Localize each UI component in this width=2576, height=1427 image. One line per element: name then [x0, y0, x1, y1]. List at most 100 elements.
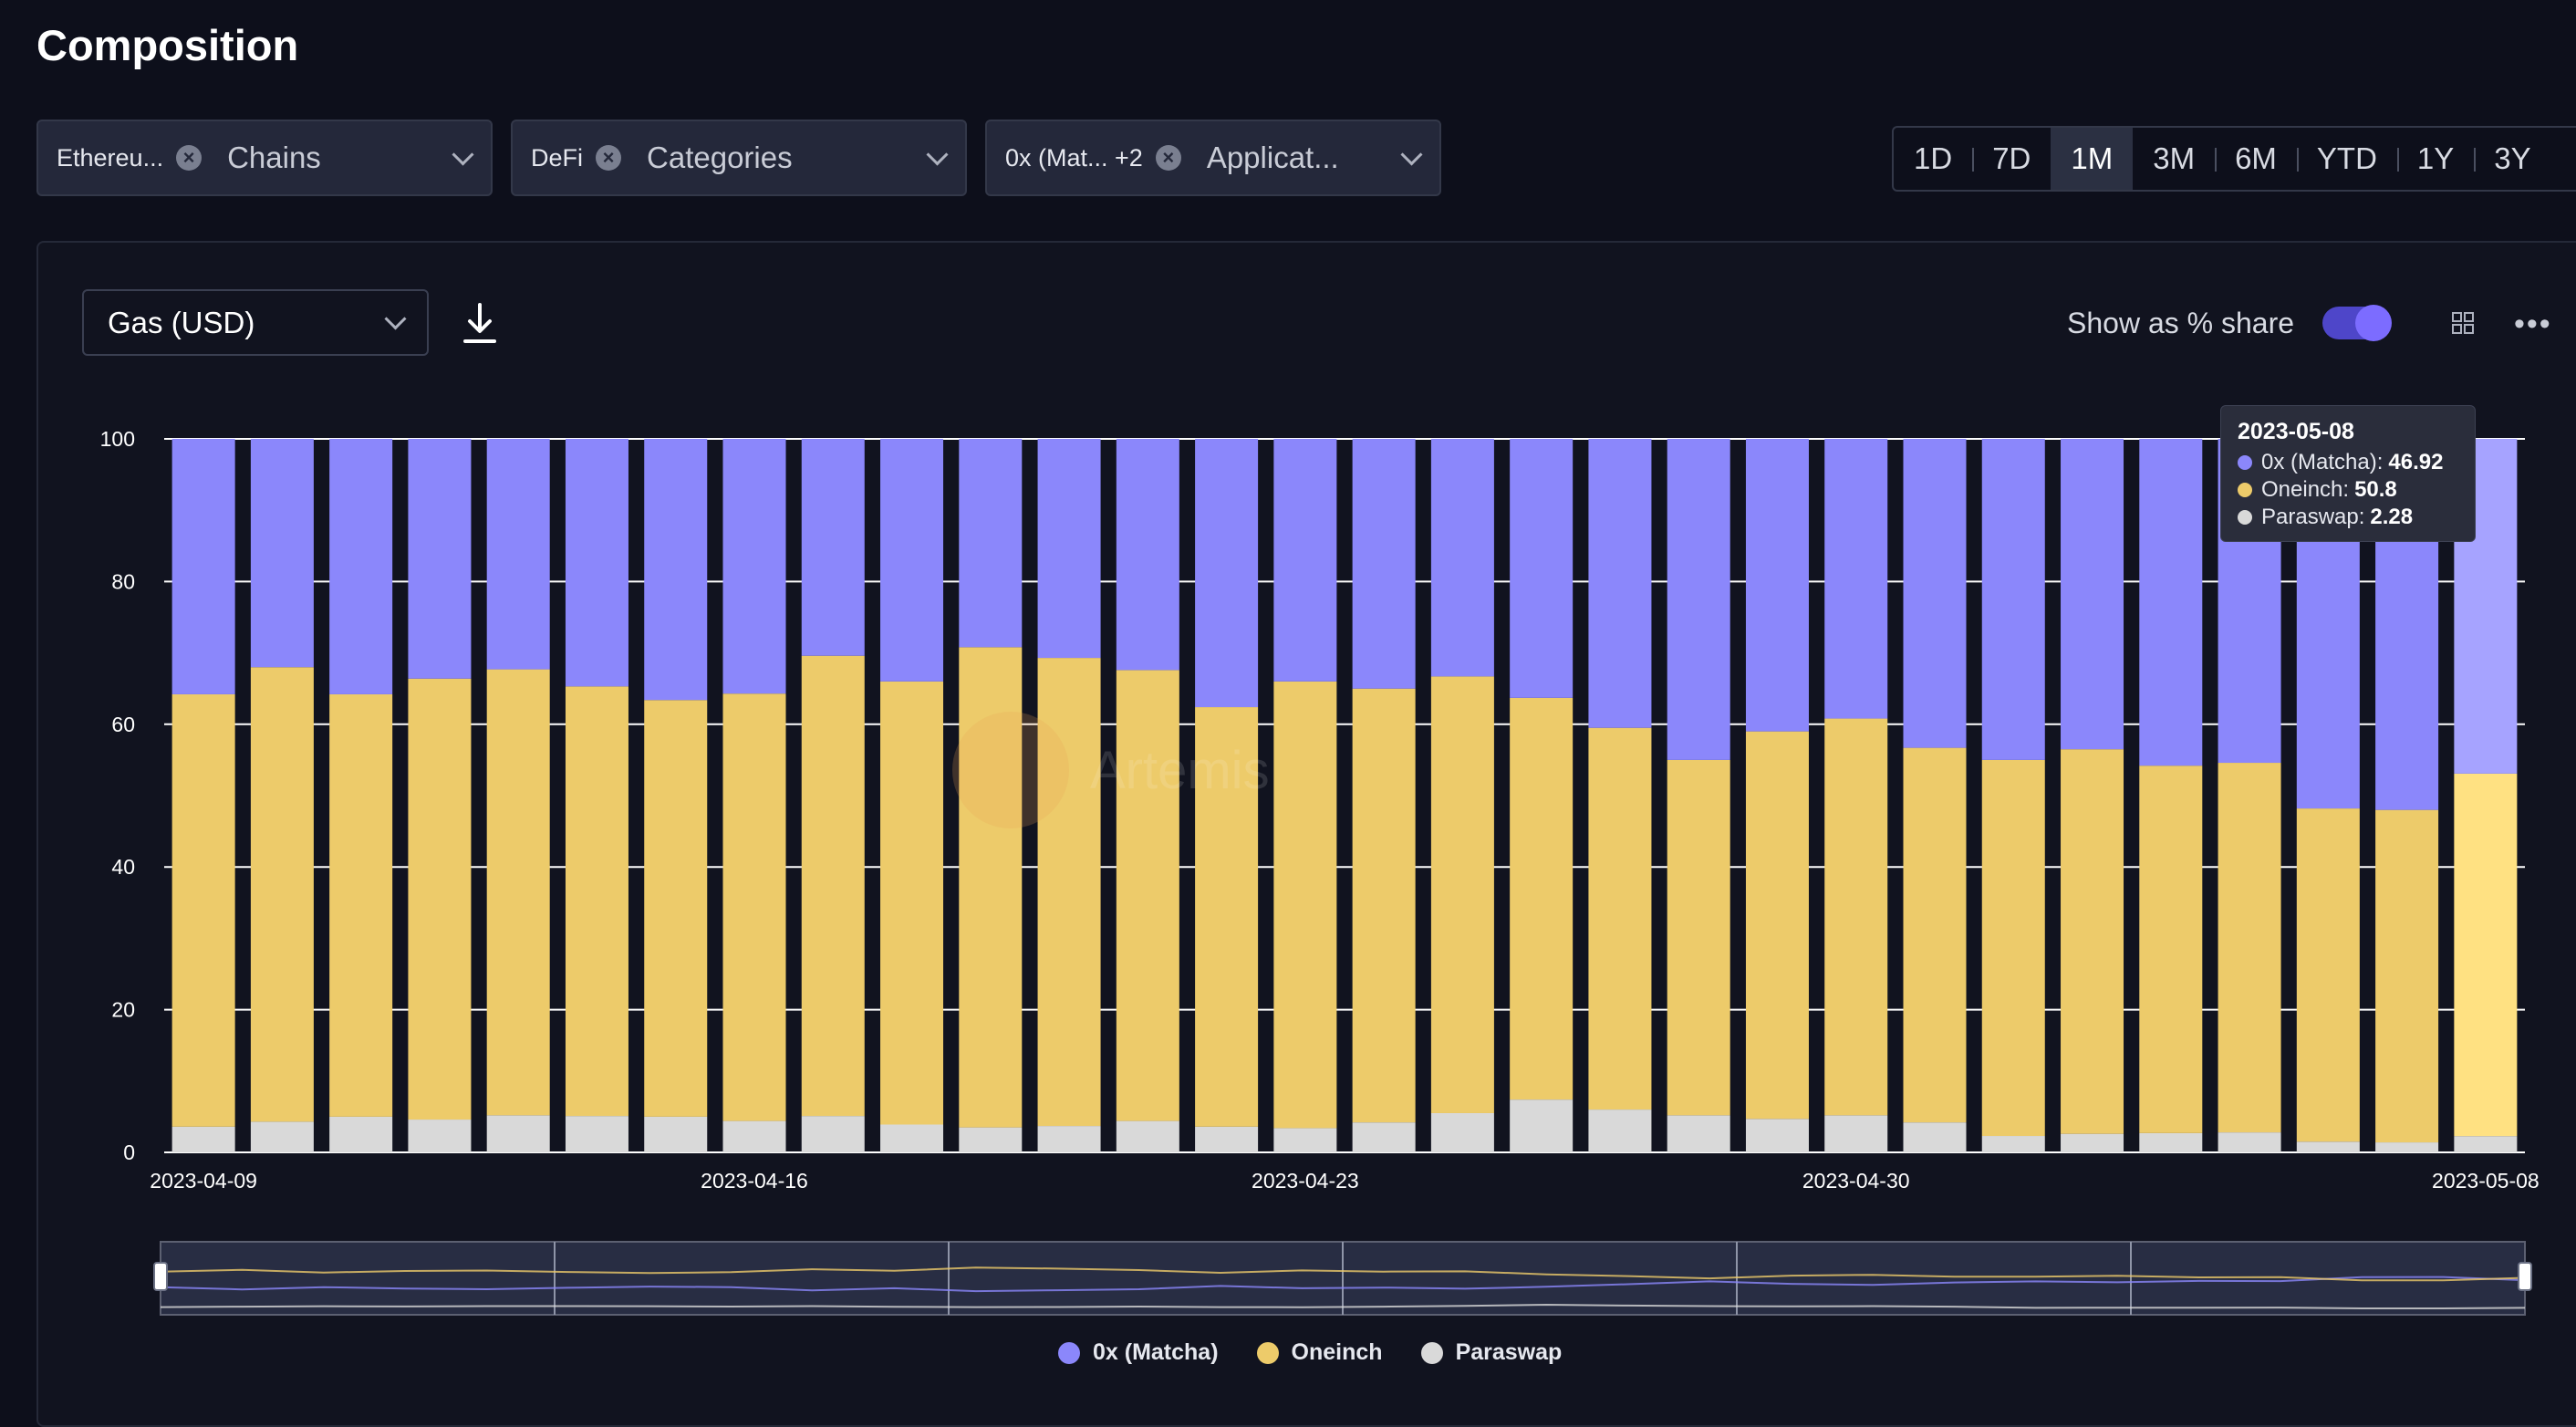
range-1d-button[interactable]: 1D [1914, 141, 1953, 175]
bar-segment-paraswap[interactable] [1037, 1126, 1101, 1152]
range-3m-button[interactable]: 3M [2153, 141, 2196, 175]
bar-segment-matcha[interactable] [565, 439, 628, 687]
bar-segment-paraswap[interactable] [1745, 1119, 1809, 1152]
bar-segment-matcha[interactable] [408, 439, 472, 679]
range-3y-button[interactable]: 3Y [2474, 128, 2550, 190]
remove-chip-icon[interactable]: × [1155, 145, 1181, 171]
bar-segment-paraswap[interactable] [1273, 1128, 1337, 1152]
legend-item-oneinch[interactable]: Oneinch [1256, 1339, 1383, 1366]
bar-segment-paraswap[interactable] [1824, 1115, 1888, 1152]
bar-segment-paraswap[interactable] [880, 1124, 944, 1152]
bar-segment-oneinch[interactable] [2454, 773, 2518, 1137]
bar-segment-oneinch[interactable] [1273, 681, 1337, 1129]
download-icon[interactable] [462, 301, 498, 345]
bar-segment-paraswap[interactable] [2375, 1142, 2439, 1152]
bar-segment-paraswap[interactable] [2139, 1132, 2203, 1152]
bar-segment-matcha[interactable] [329, 439, 393, 694]
navigator-handle[interactable] [2518, 1262, 2532, 1291]
bar-segment-paraswap[interactable] [250, 1121, 314, 1152]
bar-segment-paraswap[interactable] [565, 1116, 628, 1152]
bar-segment-oneinch[interactable] [171, 693, 235, 1127]
bar-segment-paraswap[interactable] [1588, 1109, 1652, 1152]
bar-segment-oneinch[interactable] [880, 681, 944, 1125]
bar-segment-oneinch[interactable] [329, 693, 393, 1117]
bar-segment-oneinch[interactable] [1667, 759, 1730, 1116]
bar-segment-paraswap[interactable] [408, 1120, 472, 1152]
bar-segment-oneinch[interactable] [1903, 747, 1967, 1123]
bar-segment-matcha[interactable] [1273, 439, 1337, 682]
share-toggle[interactable] [2322, 305, 2392, 341]
navigator-handle[interactable] [153, 1262, 168, 1291]
bar-segment-oneinch[interactable] [2375, 809, 2439, 1143]
bar-segment-oneinch[interactable] [486, 669, 550, 1116]
bar-segment-paraswap[interactable] [486, 1115, 550, 1152]
bar-segment-matcha[interactable] [171, 439, 235, 694]
bar-segment-oneinch[interactable] [644, 700, 708, 1117]
bar-segment-paraswap[interactable] [1903, 1122, 1967, 1152]
bar-segment-paraswap[interactable] [722, 1120, 786, 1152]
bar-segment-matcha[interactable] [1352, 439, 1416, 689]
bar-segment-matcha[interactable] [1903, 439, 1967, 748]
bar-segment-oneinch[interactable] [1981, 759, 2045, 1137]
chains-filter[interactable]: Ethereu... × Chains [36, 120, 493, 196]
metric-select[interactable]: Gas (USD) [82, 289, 429, 356]
bar-segment-paraswap[interactable] [2218, 1132, 2281, 1152]
bar-segment-matcha[interactable] [250, 439, 314, 668]
bar-segment-matcha[interactable] [1037, 439, 1101, 659]
bar-segment-oneinch[interactable] [801, 655, 865, 1117]
bar-segment-matcha[interactable] [722, 439, 786, 694]
bar-segment-oneinch[interactable] [959, 647, 1023, 1128]
bar-segment-paraswap[interactable] [1195, 1126, 1259, 1152]
bar-segment-oneinch[interactable] [2061, 749, 2124, 1134]
bar-segment-oneinch[interactable] [565, 686, 628, 1117]
bar-segment-oneinch[interactable] [1510, 697, 1574, 1100]
bar-segment-paraswap[interactable] [2061, 1133, 2124, 1152]
bar-segment-paraswap[interactable] [1430, 1112, 1494, 1152]
bar-segment-oneinch[interactable] [1824, 718, 1888, 1116]
range-ytd-button[interactable]: YTD [2296, 128, 2397, 190]
bar-segment-matcha[interactable] [1981, 439, 2045, 760]
range-1y-button[interactable]: 1Y [2396, 128, 2474, 190]
bar-segment-paraswap[interactable] [1352, 1122, 1416, 1152]
bar-segment-paraswap[interactable] [2296, 1141, 2360, 1152]
bar-segment-matcha[interactable] [1430, 439, 1494, 677]
bar-segment-matcha[interactable] [2139, 439, 2203, 766]
bar-segment-matcha[interactable] [644, 439, 708, 701]
bar-segment-oneinch[interactable] [408, 678, 472, 1120]
range-7d-button[interactable]: 7D [1972, 128, 2051, 190]
bar-segment-oneinch[interactable] [722, 693, 786, 1121]
bar-segment-paraswap[interactable] [1510, 1099, 1574, 1152]
bar-segment-matcha[interactable] [1667, 439, 1730, 760]
bar-segment-oneinch[interactable] [1116, 670, 1179, 1121]
bar-segment-matcha[interactable] [1824, 439, 1888, 719]
bar-segment-matcha[interactable] [1510, 439, 1574, 698]
bar-segment-matcha[interactable] [880, 439, 944, 682]
bar-segment-oneinch[interactable] [1588, 727, 1652, 1110]
bar-segment-matcha[interactable] [1195, 439, 1259, 708]
legend-item-paraswap[interactable]: Paraswap [1420, 1339, 1562, 1366]
bar-segment-oneinch[interactable] [250, 667, 314, 1122]
remove-chip-icon[interactable]: × [176, 145, 203, 171]
bar-segment-matcha[interactable] [801, 439, 865, 656]
bar-segment-paraswap[interactable] [2454, 1136, 2518, 1152]
applications-filter[interactable]: 0x (Mat... +2 × Applicat... [985, 120, 1441, 196]
categories-filter[interactable]: DeFi × Categories [511, 120, 967, 196]
bar-segment-oneinch[interactable] [1352, 688, 1416, 1123]
range-navigator[interactable] [153, 1241, 2532, 1316]
bar-segment-matcha[interactable] [486, 439, 550, 670]
bar-segment-oneinch[interactable] [2218, 763, 2281, 1133]
bar-segment-paraswap[interactable] [644, 1116, 708, 1152]
bar-segment-paraswap[interactable] [1981, 1136, 2045, 1152]
bar-segment-matcha[interactable] [1116, 439, 1179, 671]
bar-segment-oneinch[interactable] [2296, 808, 2360, 1142]
bar-segment-oneinch[interactable] [1745, 731, 1809, 1120]
remove-chip-icon[interactable]: × [596, 145, 622, 171]
grid-icon[interactable] [2452, 312, 2474, 334]
legend-item-matcha[interactable]: 0x (Matcha) [1058, 1339, 1219, 1366]
bar-segment-paraswap[interactable] [959, 1127, 1023, 1152]
bar-segment-matcha[interactable] [959, 439, 1023, 648]
range-6m-button[interactable]: 6M [2215, 128, 2297, 190]
bar-segment-oneinch[interactable] [1037, 658, 1101, 1127]
bar-segment-paraswap[interactable] [171, 1126, 235, 1152]
bar-segment-paraswap[interactable] [1116, 1120, 1179, 1152]
